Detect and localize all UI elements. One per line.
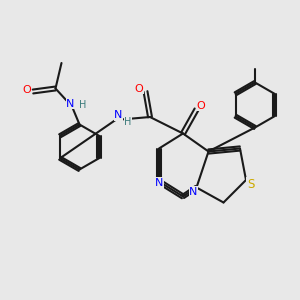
Text: S: S [247, 178, 254, 191]
Text: O: O [22, 85, 31, 95]
Text: N: N [155, 178, 163, 188]
Text: N: N [189, 187, 198, 197]
Text: O: O [196, 101, 206, 111]
Text: H: H [124, 117, 132, 128]
Text: H: H [79, 100, 86, 110]
Text: N: N [114, 110, 123, 121]
Text: O: O [134, 83, 143, 94]
Text: N: N [66, 98, 75, 109]
